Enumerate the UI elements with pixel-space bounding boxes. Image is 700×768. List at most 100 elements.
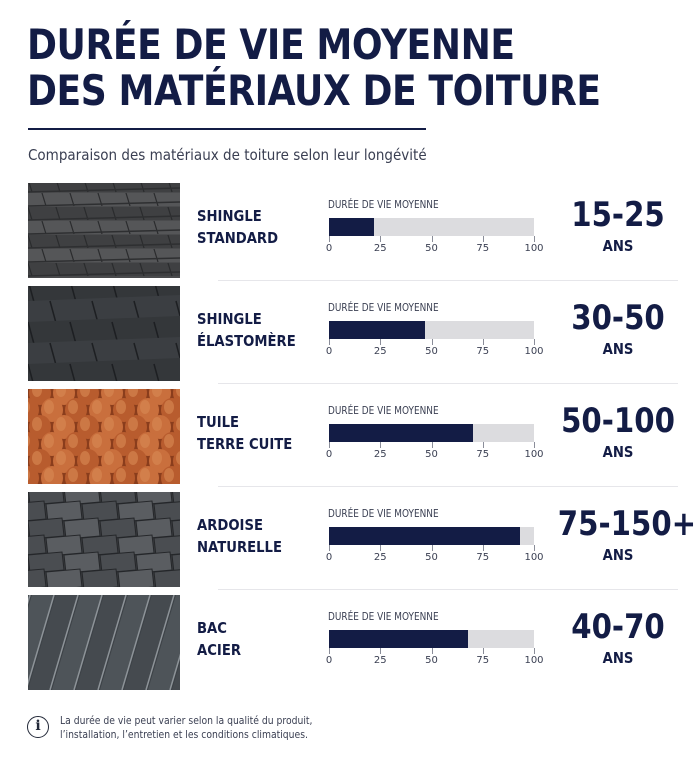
lifespan-unit: ANS <box>602 443 634 461</box>
axis-tick-label: 100 <box>524 243 544 254</box>
material-name: TUILE TERRE CUITE <box>197 411 311 455</box>
bar-fill <box>329 527 520 545</box>
material-name: ARDOISE NATURELLE <box>197 514 311 558</box>
material-name-line-2: ÉLASTOMÈRE <box>197 332 296 350</box>
material-row: SHINGLE STANDARD DURÉE DE VIE MOYENNE 0 25 50… <box>28 183 678 281</box>
axis-tick <box>534 545 535 551</box>
material-name-line-1: TUILE <box>197 413 240 431</box>
axis-tick <box>380 648 382 654</box>
axis-tick-label: 75 <box>476 346 490 357</box>
axis-tick-label: 100 <box>524 552 544 563</box>
bar-fill <box>329 218 375 236</box>
axis-tick <box>329 648 330 654</box>
material-name-line-1: SHINGLE <box>197 207 262 225</box>
axis-tick <box>431 648 433 654</box>
axis-tick-label: 75 <box>476 243 490 254</box>
material-row: BAC ACIER DURÉE DE VIE MOYENNE 0 25 50 75 100 40… <box>28 595 678 690</box>
axis-tick-label: 75 <box>476 655 490 666</box>
natural-slate-photo <box>28 492 180 587</box>
axis-tick-label: 50 <box>425 346 438 357</box>
bar-caption: DURÉE DE VIE MOYENNE <box>328 302 439 314</box>
material-name-line-2: NATURELLE <box>197 538 282 556</box>
axis-tick-label: 0 <box>325 243 333 254</box>
material-name-line-2: STANDARD <box>197 229 279 247</box>
lifespan-unit: ANS <box>602 340 634 358</box>
axis-tick <box>482 339 484 345</box>
bar-track <box>329 527 534 545</box>
axis-tick <box>380 236 382 242</box>
footer-note: La durée de vie peut varier selon la qua… <box>60 714 342 742</box>
axis-tick-label: 50 <box>425 449 438 460</box>
bar-fill <box>329 321 426 339</box>
axis-tick-label: 0 <box>325 346 333 357</box>
page-subtitle: Comparaison des matériaux de toiture sel… <box>28 146 427 164</box>
axis-tick <box>534 442 535 448</box>
bar-track <box>329 321 534 339</box>
material-row: ARDOISE NATURELLE DURÉE DE VIE MOYENNE 0 25 5… <box>28 492 697 590</box>
material-name-line-2: ACIER <box>197 641 241 659</box>
axis-tick <box>431 236 433 242</box>
bar-caption: DURÉE DE VIE MOYENNE <box>328 199 439 211</box>
axis-tick-label: 25 <box>373 243 387 254</box>
page-title-line-1: DURÉE DE VIE MOYENNE <box>27 20 515 69</box>
page-title: DURÉE DE VIE MOYENNE DES MATÉRIAUX DE TO… <box>27 20 601 115</box>
axis-tick <box>431 545 433 551</box>
title-divider <box>28 128 426 130</box>
material-name: SHINGLE STANDARD <box>197 205 311 249</box>
material-name-line-1: ARDOISE <box>197 516 263 534</box>
axis-tick-label: 25 <box>373 449 387 460</box>
axis-tick-label: 75 <box>476 552 490 563</box>
lifespan-range: 50-100 <box>561 401 675 441</box>
axis-tick <box>482 236 484 242</box>
axis-tick <box>329 339 330 345</box>
lifespan-unit: ANS <box>602 649 634 667</box>
material-name: SHINGLE ÉLASTOMÈRE <box>197 308 311 352</box>
footer-note-line-2: l’installation, l’entretien et les condi… <box>60 729 308 741</box>
steel-panel-photo <box>28 595 180 690</box>
bar-track <box>329 630 534 648</box>
material-name-line-1: BAC <box>197 619 227 637</box>
axis-tick-label: 100 <box>524 346 544 357</box>
material-name: BAC ACIER <box>197 617 311 661</box>
lifespan-unit: ANS <box>602 546 634 564</box>
bar-fill <box>329 630 469 648</box>
axis-tick <box>534 648 535 654</box>
axis-tick <box>482 545 484 551</box>
bar-track <box>329 424 534 442</box>
page-title-line-2: DES MATÉRIAUX DE TOITURE <box>27 66 601 115</box>
axis-tick <box>482 442 484 448</box>
material-row: TUILE TERRE CUITE DURÉE DE VIE MOYENNE 0 25 5… <box>28 389 678 487</box>
row-divider <box>218 486 678 487</box>
axis-tick-label: 0 <box>325 552 333 563</box>
lifespan-range: 30-50 <box>571 298 665 338</box>
axis-tick-label: 50 <box>425 243 438 254</box>
axis-tick <box>329 236 330 242</box>
lifespan-unit: ANS <box>602 237 634 255</box>
axis-tick <box>329 545 330 551</box>
axis-tick <box>431 442 433 448</box>
axis-tick-label: 0 <box>325 655 333 666</box>
axis-tick-label: 50 <box>425 552 438 563</box>
bar-caption: DURÉE DE VIE MOYENNE <box>328 611 439 623</box>
axis-tick <box>380 339 382 345</box>
axis-tick <box>329 442 330 448</box>
bar-caption: DURÉE DE VIE MOYENNE <box>328 405 439 417</box>
axis-tick-label: 25 <box>373 346 387 357</box>
material-name-line-2: TERRE CUITE <box>197 435 293 453</box>
axis-tick-label: 25 <box>373 655 387 666</box>
material-name-line-1: SHINGLE <box>197 310 262 328</box>
axis-tick <box>482 648 484 654</box>
axis-tick-label: 0 <box>325 449 333 460</box>
row-divider <box>218 383 678 384</box>
bar-caption: DURÉE DE VIE MOYENNE <box>328 508 439 520</box>
axis-tick-label: 50 <box>425 655 438 666</box>
asphalt-shingle-photo <box>28 183 180 278</box>
elastomer-shingle-photo <box>28 286 180 381</box>
footer-note-line-1: La durée de vie peut varier selon la qua… <box>60 715 313 727</box>
axis-tick <box>534 339 535 345</box>
bar-fill <box>329 424 473 442</box>
axis-tick <box>380 442 382 448</box>
lifespan-range: 75-150+ <box>557 504 697 544</box>
axis-tick-label: 100 <box>524 655 544 666</box>
axis-tick-label: 100 <box>524 449 544 460</box>
